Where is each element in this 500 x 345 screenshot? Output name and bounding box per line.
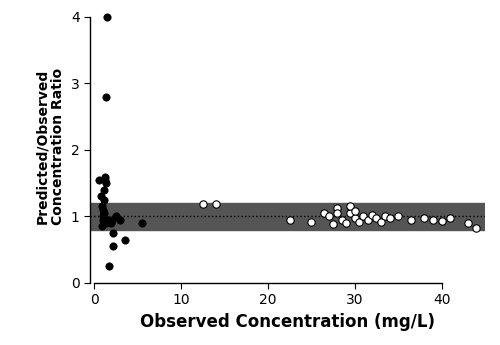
Point [99,214,107,219]
X-axis label: Observed Concentration (mg/L): Observed Concentration (mg/L) [140,313,435,331]
Point [100,197,108,203]
Point [324,214,332,219]
Point [338,217,346,223]
Point [464,220,471,226]
Point [104,217,112,223]
Point [102,94,110,99]
Point [360,214,368,219]
Point [100,187,108,193]
Point [108,217,116,223]
Point [334,206,342,211]
Point [420,216,428,221]
Point [377,219,385,225]
Point [112,214,120,219]
Point [346,210,354,216]
Point [346,204,354,209]
Point [100,210,108,216]
Point [110,230,118,236]
Point [368,212,376,218]
Point [429,217,437,223]
Point [102,220,110,226]
Point [351,208,359,214]
Point [107,220,115,226]
Point [334,210,342,216]
Point [99,207,107,213]
Point [355,219,363,225]
Point [472,225,480,230]
Point [342,220,350,226]
Point [438,218,446,224]
Point [104,14,112,20]
Y-axis label: Predicted/Observed
Concentration Ratio: Predicted/Observed Concentration Ratio [35,68,65,225]
Point [101,174,109,179]
Point [351,215,359,220]
Point [102,180,110,186]
Point [386,215,394,220]
Point [98,194,106,199]
Point [108,244,116,249]
Point [308,219,316,225]
Point [100,217,108,223]
Point [364,217,372,223]
Point [212,202,220,207]
Point [394,214,402,219]
Point [381,214,389,219]
Point [98,224,106,229]
Point [199,202,207,207]
Point [320,210,328,216]
Bar [90,203,485,230]
Point [105,264,113,269]
Point [120,237,128,243]
Point [116,217,124,223]
Point [138,220,146,226]
Point [98,204,106,209]
Point [101,177,109,183]
Point [329,221,337,227]
Point [372,216,380,221]
Point [286,217,294,223]
Point [407,217,415,223]
Point [446,216,454,221]
Point [94,177,102,183]
